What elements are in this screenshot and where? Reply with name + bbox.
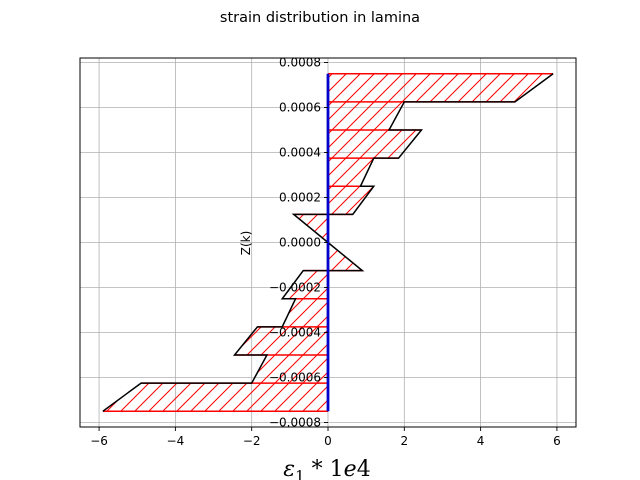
x-axis-label: ε1 * 1e4 bbox=[283, 457, 370, 480]
y-axis: −0.0008 −0.0006 −0.0004 −0.0002 0.0000 0.0002… bbox=[269, 56, 328, 430]
x-tick-label: 0 bbox=[324, 434, 332, 448]
y-tick-label: 0.0002 bbox=[279, 191, 321, 205]
y-axis-label: Z(k) bbox=[239, 231, 253, 256]
y-tick-label: 0.0008 bbox=[279, 56, 321, 70]
y-tick-label: −0.0006 bbox=[269, 371, 321, 385]
y-tick-label: −0.0008 bbox=[269, 416, 321, 430]
y-tick-label: −0.0002 bbox=[269, 281, 321, 295]
x-tick-label: −6 bbox=[90, 434, 108, 448]
y-tick-label: 0.0004 bbox=[279, 146, 321, 160]
x-tick-label: −4 bbox=[167, 434, 185, 448]
x-tick-label: 2 bbox=[400, 434, 408, 448]
x-tick-label: 4 bbox=[477, 434, 485, 448]
y-tick-label: 0.0006 bbox=[279, 101, 321, 115]
x-tick-label: 6 bbox=[553, 434, 561, 448]
chart-title: strain distribution in lamina bbox=[220, 10, 420, 26]
x-tick-label: −2 bbox=[243, 434, 261, 448]
y-tick-label: −0.0004 bbox=[269, 326, 321, 340]
x-axis: −6 −4 −2 0 2 4 6 bbox=[90, 427, 561, 448]
y-tick-label: 0.0000 bbox=[279, 236, 321, 250]
